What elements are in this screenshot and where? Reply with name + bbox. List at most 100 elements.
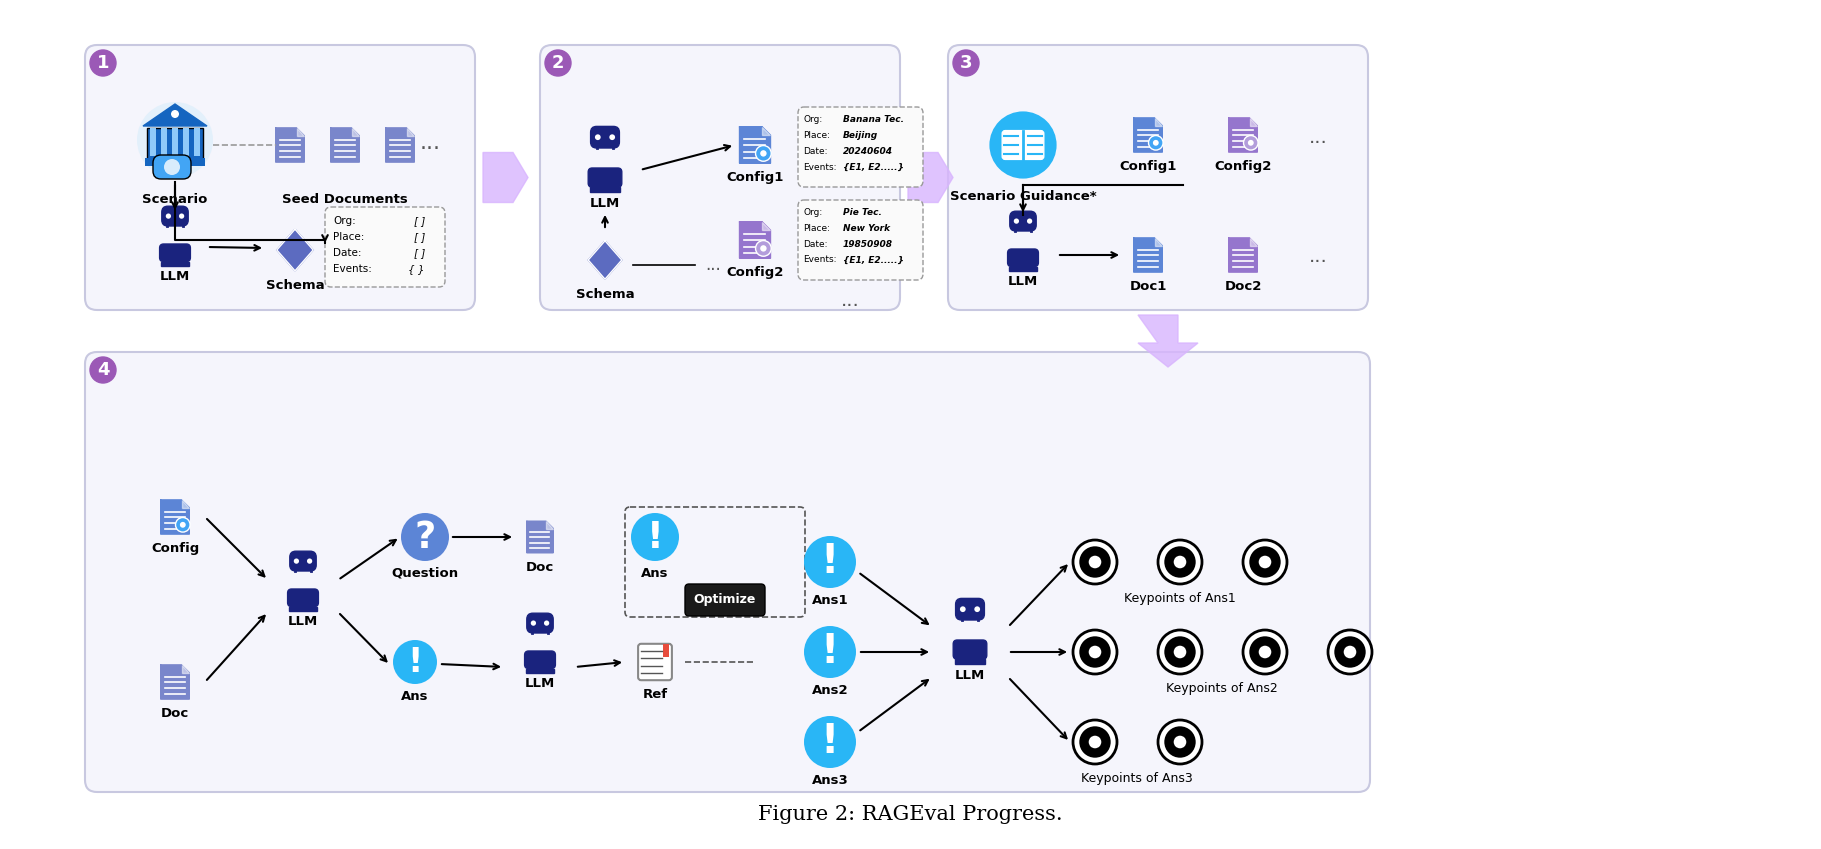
FancyBboxPatch shape (160, 244, 191, 261)
Text: New York: New York (843, 223, 890, 233)
FancyBboxPatch shape (86, 45, 475, 310)
Text: 3: 3 (960, 54, 972, 72)
Text: {E1, E2.....}: {E1, E2.....} (843, 256, 903, 265)
Bar (195, 128, 200, 156)
Text: Date:: Date: (803, 147, 827, 155)
Text: ...: ... (1309, 248, 1328, 267)
Text: ...: ... (705, 256, 721, 274)
Text: !: ! (821, 542, 839, 582)
FancyBboxPatch shape (290, 551, 317, 571)
Circle shape (393, 640, 437, 684)
Circle shape (1158, 720, 1202, 764)
Text: Date:: Date: (803, 239, 827, 249)
Circle shape (1080, 728, 1109, 756)
Text: Schema: Schema (575, 288, 634, 301)
Circle shape (293, 559, 299, 564)
Bar (954, 659, 985, 664)
FancyBboxPatch shape (685, 584, 765, 616)
Circle shape (401, 513, 450, 561)
Circle shape (610, 134, 615, 140)
Circle shape (1328, 630, 1371, 674)
Bar (290, 606, 317, 611)
FancyBboxPatch shape (86, 352, 1369, 792)
Polygon shape (909, 153, 952, 203)
Circle shape (759, 149, 767, 157)
Text: Banana Tec.: Banana Tec. (843, 115, 903, 123)
Text: Scenario Guidance*: Scenario Guidance* (951, 190, 1096, 203)
FancyBboxPatch shape (637, 644, 672, 680)
Text: Keypoints of Ans1: Keypoints of Ans1 (1124, 592, 1236, 605)
Circle shape (308, 559, 311, 564)
Circle shape (89, 357, 117, 383)
Circle shape (178, 213, 184, 219)
Circle shape (1073, 540, 1116, 584)
Text: Config2: Config2 (727, 267, 783, 279)
Circle shape (952, 50, 980, 76)
Circle shape (1149, 136, 1164, 150)
FancyBboxPatch shape (1002, 131, 1043, 160)
Polygon shape (739, 127, 770, 163)
Circle shape (1073, 720, 1116, 764)
Text: ...: ... (841, 290, 860, 310)
Circle shape (756, 145, 772, 161)
Polygon shape (761, 222, 770, 230)
Circle shape (974, 606, 980, 612)
FancyBboxPatch shape (1007, 249, 1038, 267)
Circle shape (178, 521, 186, 528)
Text: Question: Question (392, 567, 459, 580)
Text: 20240604: 20240604 (843, 147, 892, 155)
FancyBboxPatch shape (798, 200, 923, 280)
Polygon shape (1155, 118, 1162, 126)
Circle shape (175, 518, 189, 532)
Circle shape (1173, 554, 1187, 570)
Circle shape (164, 159, 180, 175)
Circle shape (805, 626, 856, 678)
FancyBboxPatch shape (1011, 211, 1036, 231)
Text: !: ! (408, 645, 422, 678)
Text: Figure 2: RAGEval Progress.: Figure 2: RAGEval Progress. (758, 806, 1062, 824)
Polygon shape (351, 128, 359, 136)
Text: [ ]: [ ] (413, 248, 424, 258)
Polygon shape (182, 500, 189, 508)
Text: LLM: LLM (524, 678, 555, 690)
Polygon shape (406, 128, 415, 136)
Bar (171, 128, 178, 156)
Text: [ ]: [ ] (413, 232, 424, 242)
Polygon shape (1138, 315, 1198, 367)
Polygon shape (1155, 238, 1162, 246)
Text: Org:: Org: (803, 115, 823, 123)
Circle shape (1158, 540, 1202, 584)
Circle shape (1256, 554, 1273, 570)
Bar (663, 644, 668, 656)
Circle shape (759, 245, 767, 252)
Text: Beijing: Beijing (843, 131, 878, 139)
Text: Optimize: Optimize (694, 593, 756, 606)
Bar (160, 128, 168, 156)
Text: Events:: Events: (333, 264, 371, 274)
Text: Org:: Org: (333, 216, 355, 226)
Text: Scenario: Scenario (142, 193, 208, 206)
Text: !: ! (646, 519, 663, 555)
Circle shape (1027, 218, 1033, 224)
Text: 19850908: 19850908 (843, 239, 892, 249)
Bar (160, 261, 189, 266)
Polygon shape (386, 128, 415, 162)
Text: Events:: Events: (803, 162, 836, 171)
Bar (149, 128, 157, 156)
Circle shape (1244, 540, 1287, 584)
Polygon shape (182, 665, 189, 673)
Polygon shape (739, 222, 770, 258)
Circle shape (1153, 139, 1160, 146)
Text: Events:: Events: (803, 256, 836, 265)
FancyBboxPatch shape (324, 207, 444, 287)
Polygon shape (1229, 238, 1256, 272)
Polygon shape (1249, 118, 1256, 126)
Text: Pie Tec.: Pie Tec. (843, 207, 881, 216)
Circle shape (632, 513, 679, 561)
Polygon shape (160, 500, 189, 534)
Polygon shape (1229, 118, 1256, 152)
Text: 2: 2 (552, 54, 565, 72)
Circle shape (1342, 644, 1358, 660)
Text: Place:: Place: (803, 223, 830, 233)
Text: ?: ? (415, 519, 435, 555)
